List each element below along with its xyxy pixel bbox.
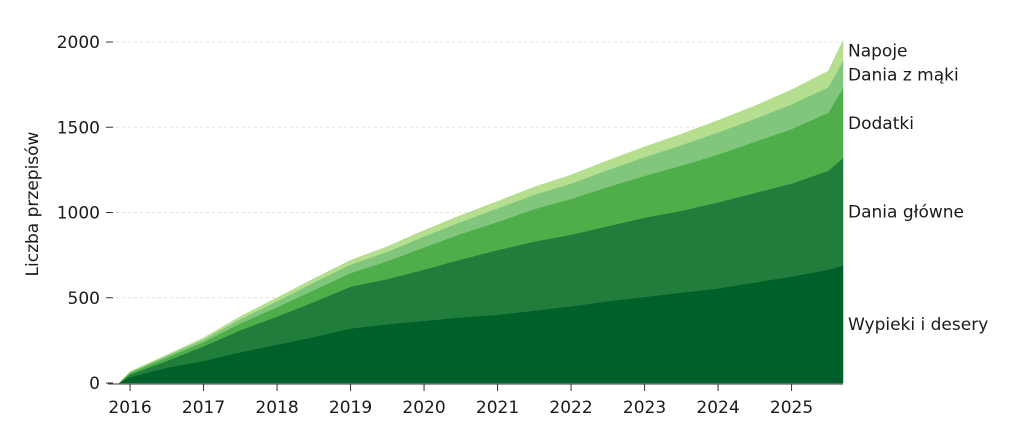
series-label-0: Wypieki i desery (848, 315, 988, 335)
y-axis: 0 500 1000 1500 2000 (57, 33, 113, 394)
y-tick-label: 1500 (57, 118, 100, 138)
y-tick-label: 2000 (57, 33, 100, 53)
x-tick-label: 2017 (182, 398, 225, 418)
series-label-4: Napoje (848, 42, 908, 62)
x-tick-label: 2018 (255, 398, 298, 418)
x-tick-label: 2021 (476, 398, 519, 418)
series-label-1: Dania główne (848, 203, 964, 223)
x-axis: 2016 2017 2018 2019 2020 2021 2022 2023 2024 2025 (108, 383, 843, 418)
x-tick-label: 2019 (329, 398, 372, 418)
series-label-3: Dania z mąki (848, 65, 959, 85)
x-tick-label: 2023 (623, 398, 666, 418)
x-tick-label: 2025 (770, 398, 813, 418)
y-tick-label: 1000 (57, 204, 100, 224)
x-tick-label: 2016 (108, 398, 151, 418)
y-tick-label: 500 (68, 289, 100, 309)
y-tick-label: 0 (89, 374, 100, 394)
series-label-2: Dodatki (848, 114, 914, 134)
area-series-4 (118, 40, 844, 384)
y-axis-title: Liczba przepisów (23, 131, 43, 276)
gridlines (116, 41, 843, 299)
series-labels: Wypieki i desery Dania główne Dodatki Dania… (848, 42, 988, 336)
series-areas (118, 40, 844, 384)
x-tick-label: 2020 (402, 398, 445, 418)
x-tick-label: 2022 (549, 398, 592, 418)
x-tick-label: 2024 (696, 398, 739, 418)
